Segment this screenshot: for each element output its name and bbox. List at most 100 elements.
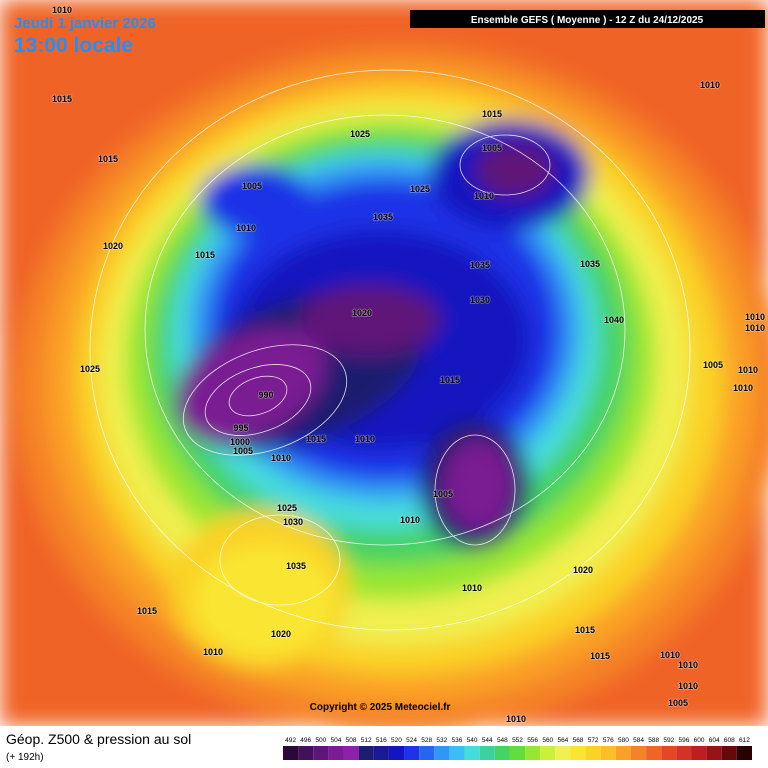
legend-swatch: [358, 746, 374, 760]
isobar-label: 1020: [103, 241, 123, 251]
legend-swatch: [721, 746, 737, 760]
isobar-label: 1010: [400, 515, 420, 525]
isobar-label: 1040: [604, 315, 624, 325]
isobar-label: 1035: [470, 260, 490, 270]
legend-swatch: [434, 746, 450, 760]
isobar-label: 1010: [506, 714, 526, 724]
isobar-label: 1035: [286, 561, 306, 571]
legend-label: 528: [421, 737, 432, 744]
isobar-label: 1020: [573, 565, 593, 575]
legend-label: 536: [452, 737, 463, 744]
isobar-label: 1010: [203, 647, 223, 657]
isobar-label: 1015: [482, 109, 502, 119]
isobar-label: 1015: [195, 250, 215, 260]
isobar-label: 1020: [271, 629, 291, 639]
isobars: [89, 69, 691, 631]
isobar-label: 1000: [230, 437, 250, 447]
isobar-label: 1010: [745, 323, 765, 333]
legend-swatch: [706, 746, 722, 760]
isobar-label: 1005: [668, 698, 688, 708]
legend-swatch: [676, 746, 692, 760]
legend-label: 608: [724, 737, 735, 744]
color-legend: 492 496 500 504 508 512 516 520 524 528 532 536 540 5…: [283, 737, 752, 760]
legend-swatch: [373, 746, 389, 760]
legend-swatch: [404, 746, 420, 760]
isobar-label: 1005: [233, 446, 253, 456]
legend-swatch: [449, 746, 465, 760]
legend-label: 532: [436, 737, 447, 744]
isobar-label: 1025: [410, 184, 430, 194]
legend-swatch: [313, 746, 329, 760]
isobar-label: 1015: [575, 625, 595, 635]
isobar-label: 1010: [660, 650, 680, 660]
isobar-label: 1030: [470, 295, 490, 305]
isobar-label: 1010: [474, 191, 494, 201]
isobar-label: 1010: [733, 383, 753, 393]
isobar-label: 1005: [242, 181, 262, 191]
legend-label: 592: [663, 737, 674, 744]
isobar-label: 1015: [137, 606, 157, 616]
isobar-label: 1005: [703, 360, 723, 370]
isobar-label: 1015: [440, 375, 460, 385]
legend-label: 556: [527, 737, 538, 744]
legend-swatch: [298, 746, 314, 760]
legend-label: 580: [618, 737, 629, 744]
isobar-label: 1015: [98, 154, 118, 164]
geopotential-field: [0, 0, 768, 735]
legend-label: 604: [709, 737, 720, 744]
legend-label: 508: [346, 737, 357, 744]
legend-swatch: [600, 746, 616, 760]
legend-swatch: [494, 746, 510, 760]
isobar-label: 1035: [373, 212, 393, 222]
legend-swatch: [540, 746, 556, 760]
isobar-label: 1010: [271, 453, 291, 463]
isobar-label: 1015: [306, 434, 326, 444]
legend-swatch: [615, 746, 631, 760]
legend-swatch: [509, 746, 526, 760]
copyright: Copyright © 2025 Meteociel.fr: [310, 702, 451, 713]
legend-label: 548: [497, 737, 508, 744]
legend-swatch: [388, 746, 405, 760]
legend-label: 496: [300, 737, 311, 744]
run-box: [410, 10, 765, 28]
legend-label: 596: [678, 737, 689, 744]
legend-swatch: [464, 746, 480, 760]
legend-swatch: [525, 746, 541, 760]
isobar-label: 1010: [745, 312, 765, 322]
legend-label: 564: [557, 737, 568, 744]
isobar-label: 1025: [80, 364, 100, 374]
legend-swatch: [555, 746, 571, 760]
isobar-label: 1010: [355, 434, 375, 444]
legend-swatch: [283, 746, 299, 760]
legend-swatch: [691, 746, 707, 760]
isobar-label: 1010: [52, 5, 72, 15]
isobar-label: 1005: [433, 489, 453, 499]
isobar-label: 1010: [678, 660, 698, 670]
legend-label: 500: [315, 737, 326, 744]
legend-label: 520: [391, 737, 402, 744]
legend-label: 504: [331, 737, 342, 744]
forecast-date: Jeudi 1 janvier 2026: [14, 15, 156, 32]
run-info: Ensemble GEFS ( Moyenne ) - 12 Z du 24/1…: [471, 15, 704, 26]
legend-swatch: [646, 746, 662, 760]
legend-swatch: [570, 746, 586, 760]
isobar-label: 1010: [236, 223, 256, 233]
isobar-label: 1030: [283, 517, 303, 527]
legend-swatch: [328, 746, 344, 760]
isobar-labels: 1010 1015 1015 1005 1010 1015 1020 1025 1025 1025…: [51, 4, 766, 725]
legend-label: 544: [482, 737, 493, 744]
legend-label: 612: [739, 737, 750, 744]
isobar-label: 1025: [350, 129, 370, 139]
forecast-time: 13:00 locale: [14, 34, 133, 57]
isobar-label: 1010: [678, 681, 698, 691]
legend-label: 512: [361, 737, 372, 744]
legend-label: 572: [588, 737, 599, 744]
legend-swatch: [661, 746, 677, 760]
legend-swatch: [419, 746, 435, 760]
legend-label: 540: [467, 737, 478, 744]
legend-label: 588: [648, 737, 659, 744]
isobar-label: 1010: [738, 365, 758, 375]
footer-subtitle: (+ 192h): [6, 752, 44, 763]
